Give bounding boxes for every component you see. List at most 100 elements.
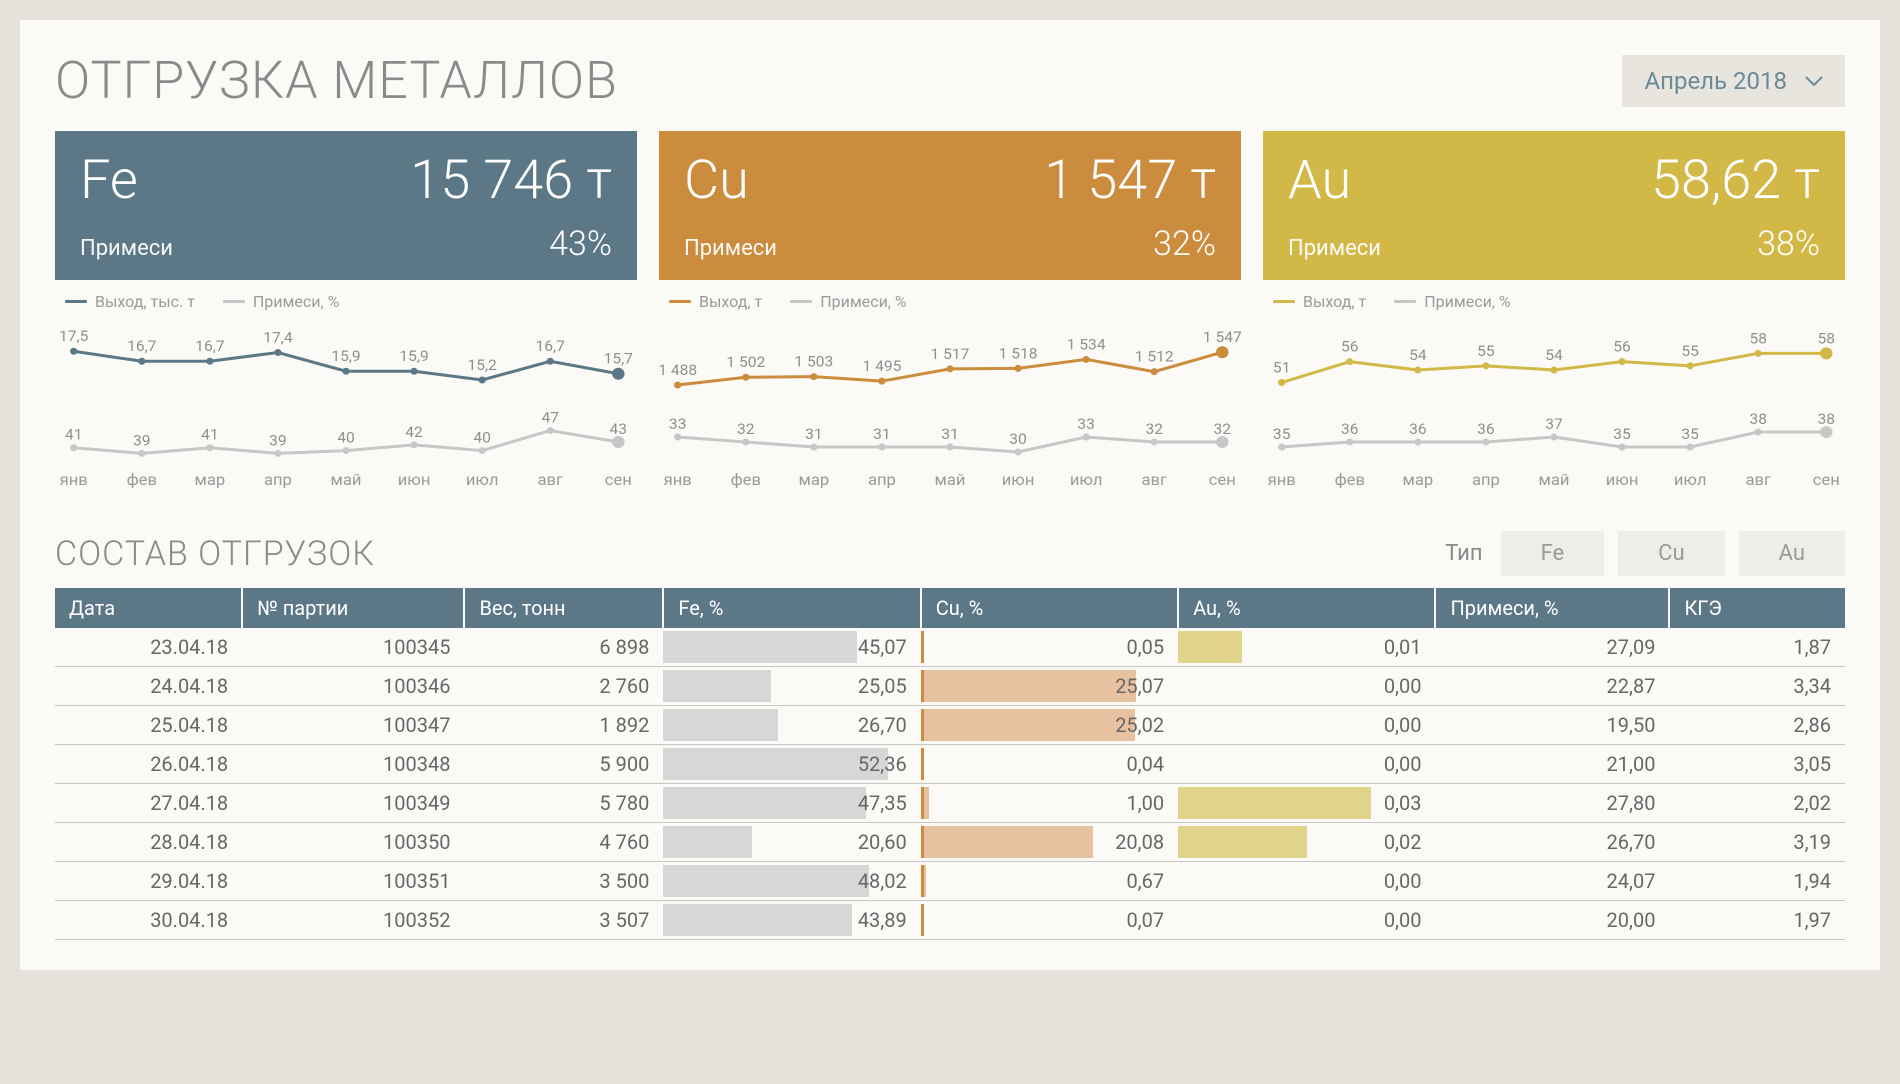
svg-text:июн: июн (1002, 470, 1035, 489)
cell-kge: 1,87 (1669, 628, 1845, 667)
cell-au: 0,00 (1178, 862, 1435, 901)
svg-text:40: 40 (473, 429, 491, 447)
svg-text:авг: авг (537, 470, 563, 489)
svg-text:апр: апр (264, 470, 292, 489)
table-row: 28.04.181003504 76020,6020,080,0226,703,… (55, 823, 1845, 862)
svg-text:56: 56 (1341, 338, 1359, 356)
svg-text:янв: янв (1268, 470, 1296, 489)
dashboard: ОТГРУЗКА МЕТАЛЛОВ Апрель 2018 Fe15 746 т… (20, 20, 1880, 970)
impurity-value: 32% (1153, 224, 1216, 264)
cell-weight: 1 892 (464, 706, 663, 745)
svg-text:сен: сен (605, 470, 632, 489)
svg-text:36: 36 (1341, 420, 1359, 438)
impurity-value: 43% (549, 224, 612, 264)
cell-date: 30.04.18 (55, 901, 242, 940)
card-header: Fe15 746 тПримеси43% (55, 131, 637, 280)
shipments-header: СОСТАВ ОТГРУЗОК Тип FeCuAu (55, 531, 1845, 576)
svg-text:15,9: 15,9 (399, 348, 428, 366)
cell-au: 0,01 (1178, 628, 1435, 667)
cell-au: 0,00 (1178, 667, 1435, 706)
type-filter: Тип Fe Cu Au (1445, 531, 1845, 576)
metal-symbol: Fe (80, 149, 138, 212)
metal-cards-row: Fe15 746 тПримеси43%Выход, тыс. тПримеси… (55, 131, 1845, 501)
cell-impurities: 22,87 (1435, 667, 1669, 706)
svg-text:мар: мар (195, 470, 226, 489)
svg-text:32: 32 (1214, 420, 1232, 438)
cell-fe: 25,05 (663, 667, 920, 706)
svg-text:16,7: 16,7 (536, 338, 565, 356)
metal-symbol: Cu (684, 149, 749, 212)
svg-text:35: 35 (1681, 425, 1699, 443)
svg-text:41: 41 (201, 426, 219, 444)
metal-card-cu: Cu1 547 тПримеси32%Выход, тПримеси, %1 4… (659, 131, 1241, 501)
cell-au: 0,02 (1178, 823, 1435, 862)
svg-text:30: 30 (1009, 430, 1027, 448)
svg-text:51: 51 (1273, 359, 1291, 377)
svg-text:1 512: 1 512 (1135, 348, 1174, 366)
svg-text:16,7: 16,7 (127, 338, 156, 356)
svg-text:авг: авг (1141, 470, 1167, 489)
cell-weight: 3 500 (464, 862, 663, 901)
svg-text:32: 32 (737, 420, 755, 438)
cell-au: 0,00 (1178, 706, 1435, 745)
type-tab-au[interactable]: Au (1739, 531, 1845, 576)
svg-text:35: 35 (1273, 425, 1291, 443)
svg-text:58: 58 (1818, 330, 1836, 348)
cell-weight: 5 900 (464, 745, 663, 784)
cell-batch: 100345 (242, 628, 464, 667)
svg-text:55: 55 (1477, 342, 1495, 360)
svg-text:58: 58 (1749, 330, 1767, 348)
svg-text:1 517: 1 517 (931, 345, 970, 363)
table-col-header: КГЭ (1669, 588, 1845, 628)
type-filter-label: Тип (1445, 541, 1482, 566)
svg-text:15,7: 15,7 (604, 350, 633, 368)
svg-text:17,5: 17,5 (59, 328, 88, 346)
cell-date: 24.04.18 (55, 667, 242, 706)
svg-text:32: 32 (1145, 420, 1163, 438)
svg-text:33: 33 (1077, 415, 1095, 433)
cell-kge: 3,05 (1669, 745, 1845, 784)
cell-kge: 2,86 (1669, 706, 1845, 745)
type-tab-cu[interactable]: Cu (1618, 531, 1724, 576)
svg-text:56: 56 (1613, 338, 1631, 356)
cell-impurities: 26,70 (1435, 823, 1669, 862)
cell-au: 0,00 (1178, 901, 1435, 940)
page-title: ОТГРУЗКА МЕТАЛЛОВ (55, 50, 618, 111)
cell-fe: 48,02 (663, 862, 920, 901)
table-header-row: Дата№ партииВес, тоннFe, %Cu, %Au, %Прим… (55, 588, 1845, 628)
svg-text:1 495: 1 495 (862, 357, 901, 375)
cell-kge: 3,19 (1669, 823, 1845, 862)
cell-cu: 0,04 (921, 745, 1178, 784)
card-header: Cu1 547 тПримеси32% (659, 131, 1241, 280)
metal-card-fe: Fe15 746 тПримеси43%Выход, тыс. тПримеси… (55, 131, 637, 501)
svg-text:31: 31 (873, 425, 891, 443)
cell-batch: 100350 (242, 823, 464, 862)
cell-date: 25.04.18 (55, 706, 242, 745)
cell-batch: 100347 (242, 706, 464, 745)
impurity-label: Примеси (80, 236, 173, 261)
cell-date: 29.04.18 (55, 862, 242, 901)
cell-batch: 100348 (242, 745, 464, 784)
type-tab-fe[interactable]: Fe (1501, 531, 1605, 576)
svg-text:1 518: 1 518 (999, 345, 1038, 363)
svg-text:38: 38 (1818, 410, 1836, 428)
date-selector[interactable]: Апрель 2018 (1622, 55, 1845, 107)
cell-weight: 4 760 (464, 823, 663, 862)
cell-date: 28.04.18 (55, 823, 242, 862)
chart-legend: Выход, тПримеси, % (659, 292, 1241, 317)
cell-weight: 2 760 (464, 667, 663, 706)
svg-text:фев: фев (127, 470, 157, 489)
table-row: 30.04.181003523 50743,890,070,0020,001,9… (55, 901, 1845, 940)
svg-text:авг: авг (1745, 470, 1771, 489)
svg-text:15,2: 15,2 (467, 356, 497, 374)
metal-value: 1 547 т (1044, 149, 1216, 212)
table-col-header: № партии (242, 588, 464, 628)
table-col-header: Cu, % (921, 588, 1178, 628)
svg-text:июл: июл (466, 470, 499, 489)
svg-text:36: 36 (1409, 420, 1427, 438)
header-row: ОТГРУЗКА МЕТАЛЛОВ Апрель 2018 (55, 50, 1845, 111)
impurity-value: 38% (1757, 224, 1820, 264)
cell-impurities: 27,80 (1435, 784, 1669, 823)
cell-weight: 3 507 (464, 901, 663, 940)
mini-chart: 1 4881 5021 5031 4951 5171 5181 5341 512… (659, 317, 1241, 497)
